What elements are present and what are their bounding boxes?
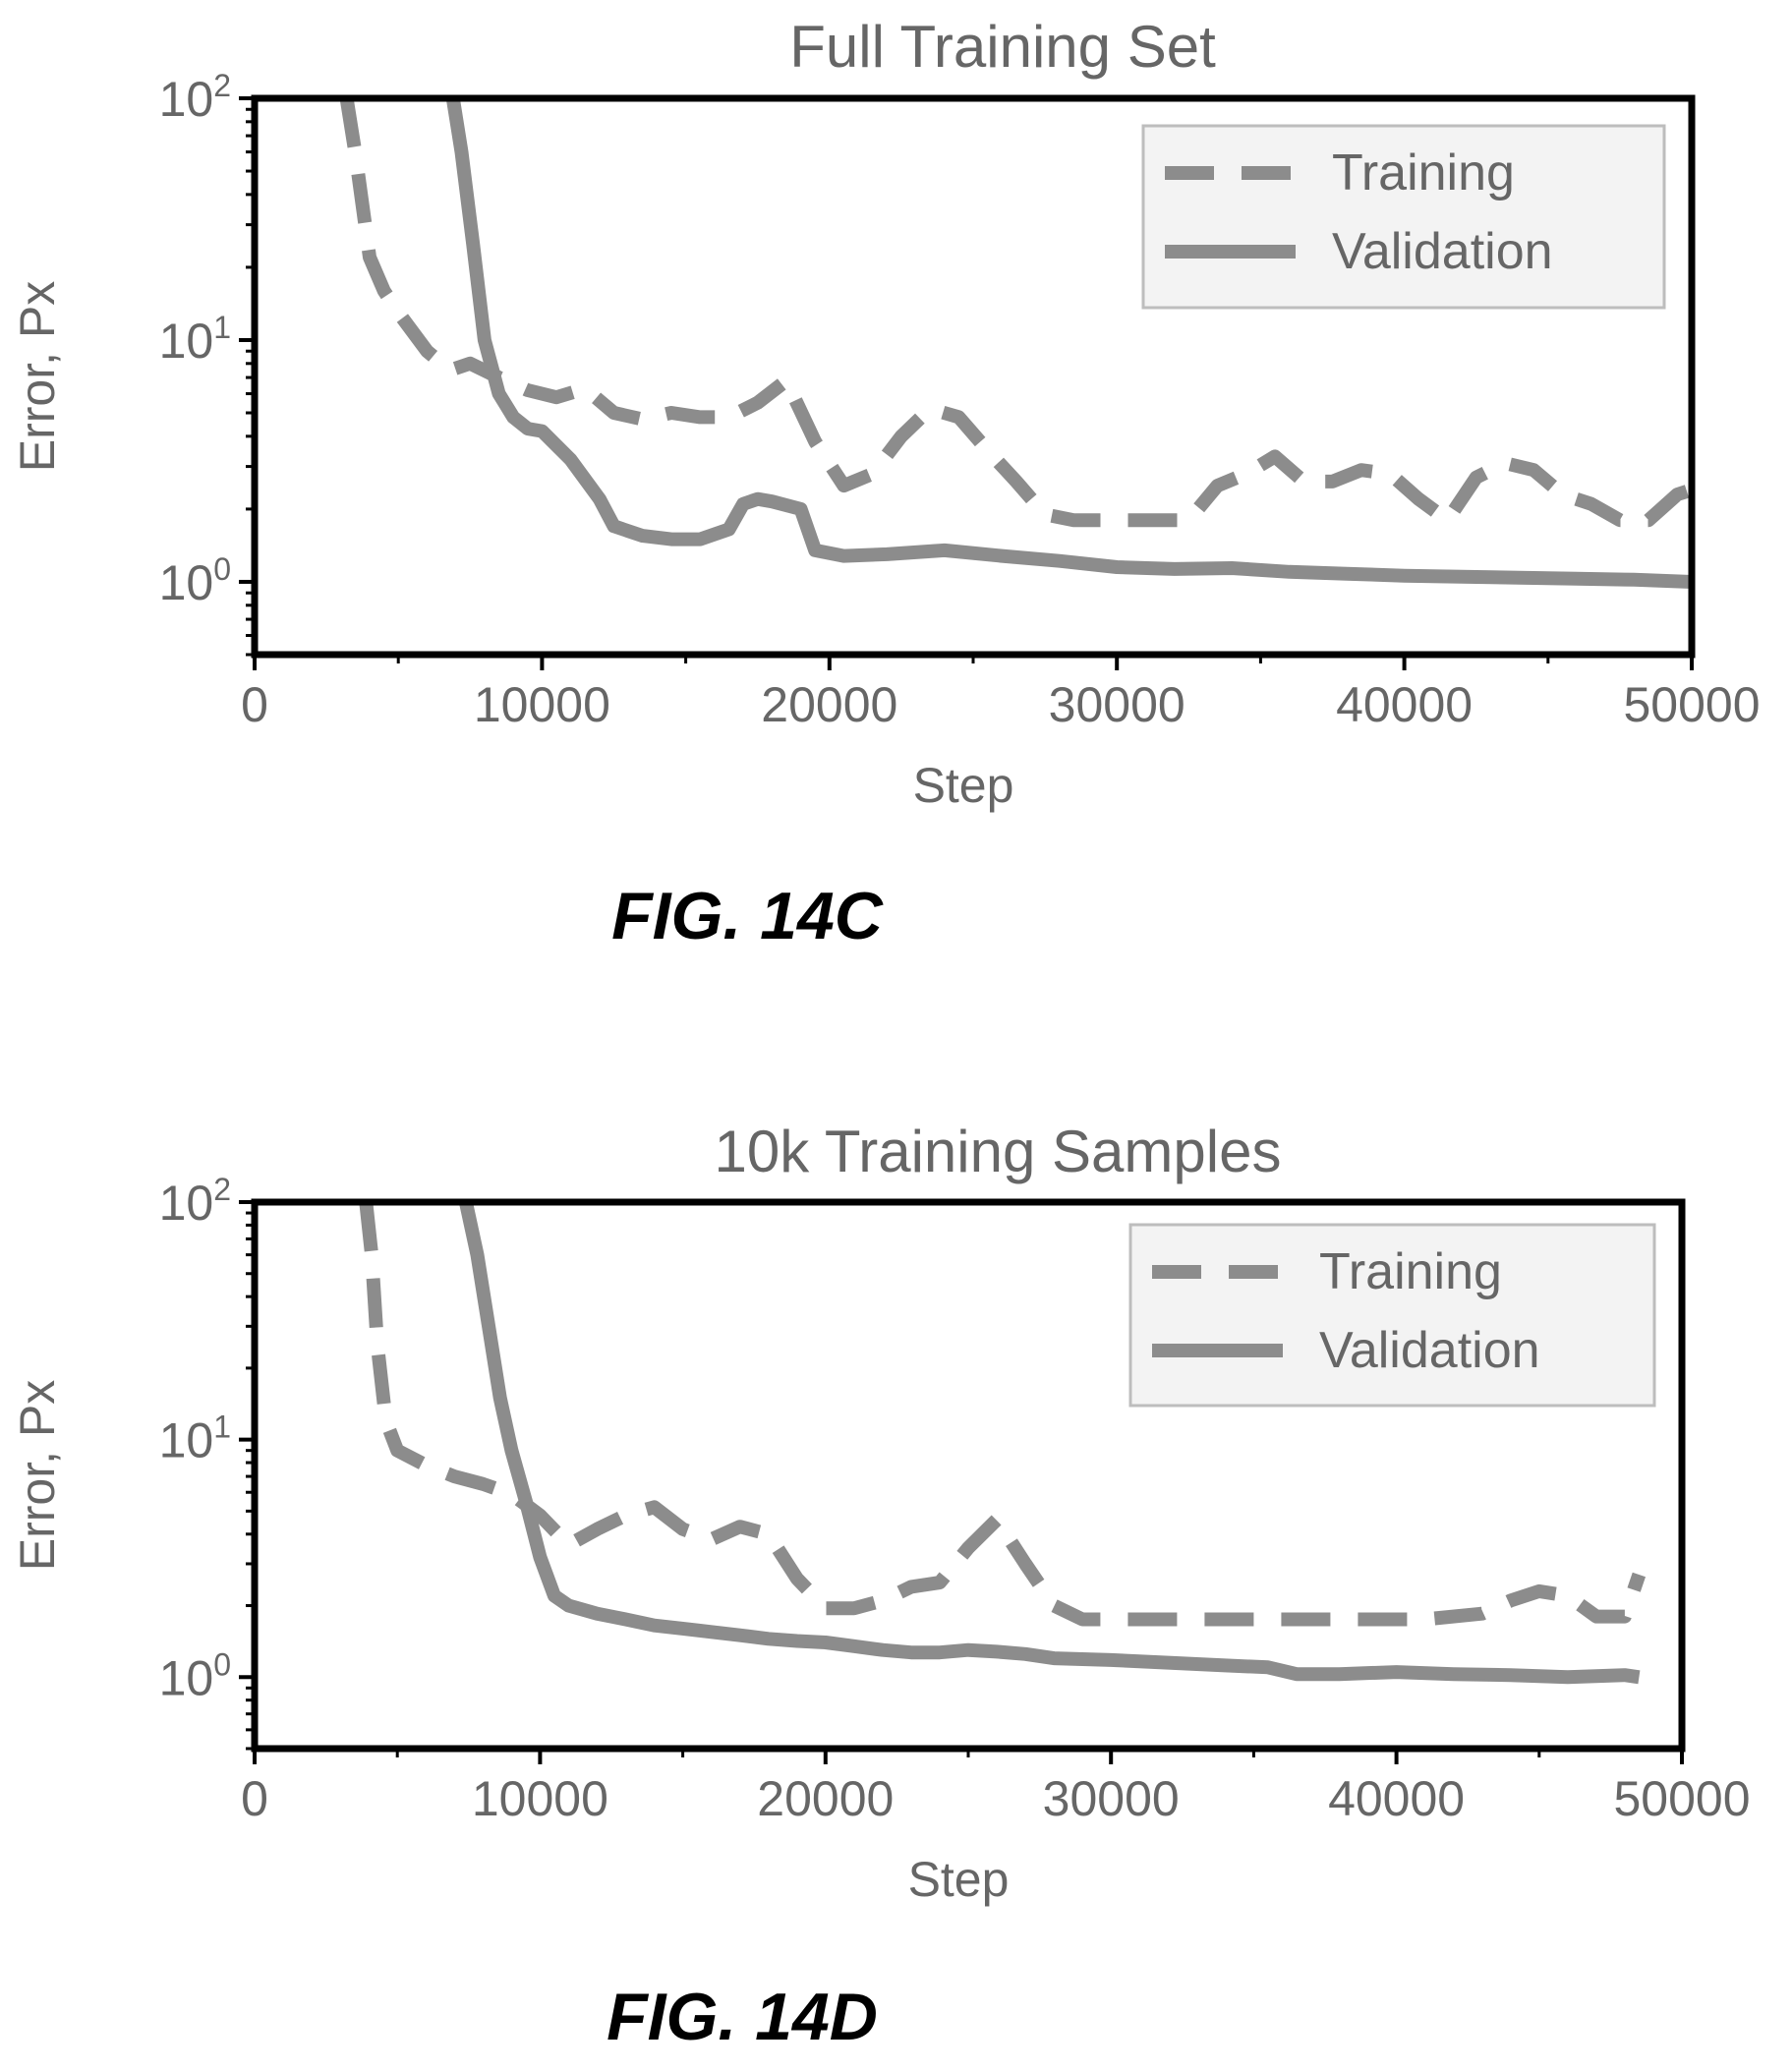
legend: Training Validation [1128, 1223, 1656, 1408]
x-axis-label: Step [913, 758, 1014, 813]
chart-title: Full Training Set [789, 14, 1216, 80]
x-tick-label: 30000 [1049, 677, 1185, 732]
x-axis-label: Step [908, 1852, 1010, 1907]
x-tick-label: 10000 [474, 677, 610, 732]
series-group [359, 1202, 1647, 1685]
x-tick-label: 40000 [1336, 677, 1473, 732]
y-axis-label: Error, Px [10, 1380, 65, 1571]
x-tick-label: 50000 [1623, 677, 1760, 732]
series-line-validation [445, 98, 1692, 589]
series-line-training [359, 1202, 1647, 1627]
legend-label-validation: Validation [1332, 223, 1553, 280]
chart-panel-2: 10k Training Samples 100 101 102 0 10000 20000… [10, 1119, 1751, 2054]
chart-title: 10k Training Samples [715, 1119, 1282, 1184]
y-tick-label: 101 [159, 310, 231, 369]
y-tick-label: 100 [159, 551, 231, 610]
y-axis-label: Error, Px [10, 281, 65, 472]
series-line-validation [459, 1202, 1641, 1685]
x-tick-label: 0 [241, 677, 268, 732]
legend-label-training: Training [1332, 144, 1515, 201]
x-tick-label: 50000 [1613, 1771, 1750, 1826]
legend-box [1141, 124, 1666, 310]
y-tick-label: 100 [159, 1646, 231, 1705]
legend-label-training: Training [1319, 1243, 1502, 1300]
chart-panel-1: Full Training Set 100 101 102 0 10000 20000 300… [10, 14, 1761, 953]
figure-caption: FIG. 14C [611, 879, 884, 953]
x-tick-label: 30000 [1043, 1771, 1180, 1826]
y-tick-label: 102 [159, 68, 231, 127]
x-tick-label: 20000 [761, 677, 897, 732]
x-tick-label: 40000 [1328, 1771, 1465, 1826]
legend-label-validation: Validation [1319, 1322, 1540, 1379]
series-line-training [339, 98, 1692, 528]
y-tick-label: 102 [159, 1172, 231, 1231]
x-tick-label: 0 [241, 1771, 268, 1826]
legend-box [1128, 1223, 1656, 1408]
x-tick-label: 20000 [757, 1771, 894, 1826]
y-tick-label: 101 [159, 1409, 231, 1468]
x-tick-label: 10000 [472, 1771, 608, 1826]
series-group [339, 98, 1692, 589]
figure-caption: FIG. 14D [607, 1980, 878, 2054]
legend: Training Validation [1141, 124, 1666, 310]
